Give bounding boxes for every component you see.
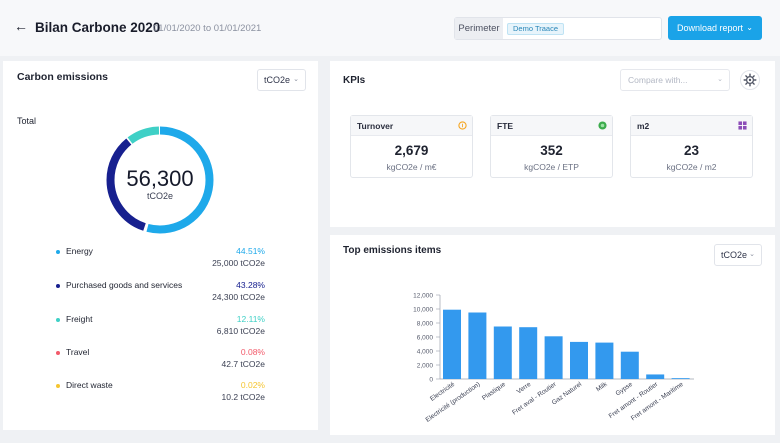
carbon-unit-value: tCO2e <box>264 75 291 85</box>
total-unit: tCO2e <box>146 191 173 201</box>
bar-6[interactable] <box>570 341 588 379</box>
gear-icon[interactable] <box>740 70 760 90</box>
kpi-unit: kgCO2e / ETP <box>524 162 579 172</box>
legend-name: Energy <box>66 246 93 256</box>
chevron-down-icon: ⌄ <box>749 251 755 258</box>
chevron-down-icon: ⌄ <box>293 76 299 83</box>
kpi-name: FTE <box>497 121 514 131</box>
y-tick-label: 6,000 <box>417 335 434 342</box>
bar-9[interactable] <box>646 374 665 379</box>
legend-dot <box>56 284 60 288</box>
legend-value: 25,000 tCO2e <box>212 258 265 268</box>
x-tick-label: Plastique <box>481 381 507 402</box>
bar-3[interactable] <box>493 326 512 380</box>
perimeter-label: Perimeter <box>455 18 503 39</box>
legend-dot <box>56 250 60 254</box>
kpi-header: Turnover <box>351 116 472 136</box>
grid-icon <box>738 121 747 130</box>
download-report-button[interactable]: Download report ⌄ <box>668 16 762 40</box>
legend-percent: 0.08% <box>240 347 265 357</box>
donut-segment-energy <box>106 126 214 234</box>
carbon-emissions-card <box>3 61 318 430</box>
donut-segment-purchased-goods <box>106 126 214 234</box>
legend-name: Direct waste <box>66 380 113 390</box>
legend-item-travel: Travel 0.08% 42.7 tCO2e <box>56 347 266 375</box>
top-emissions-bar-chart: 02,0004,0006,0008,00010,00012,000Electri… <box>413 293 694 424</box>
perimeter-selector[interactable]: Perimeter Demo Traace <box>454 17 662 40</box>
download-report-label: Download report <box>677 23 744 33</box>
bar-1[interactable] <box>443 309 461 379</box>
legend-value: 10.2 tCO2e <box>221 392 265 402</box>
y-tick-label: 12,000 <box>413 293 433 300</box>
y-tick-label: 4,000 <box>417 349 434 356</box>
legend-percent: 44.51% <box>236 246 265 256</box>
globe-icon <box>598 121 607 130</box>
legend-name: Freight <box>66 314 93 324</box>
legend-name: Travel <box>66 347 90 357</box>
kpi-value: 352 <box>540 143 563 158</box>
gear-icon-svg <box>743 73 757 87</box>
legend-item-freight: Freight 12.11% 6,810 tCO2e <box>56 314 266 342</box>
total-value: 56,300 <box>126 166 194 191</box>
bar-5[interactable] <box>544 336 563 379</box>
legend-dot <box>56 384 60 388</box>
chevron-down-icon: ⌄ <box>746 23 753 32</box>
carbon-unit-select[interactable]: tCO2e ⌄ <box>257 69 306 91</box>
kpi-value: 23 <box>683 143 700 158</box>
x-tick-label: Verre <box>516 381 533 396</box>
top-emissions-card <box>330 235 775 435</box>
kpi-m2: m2 23 kgCO2e / m2 <box>630 115 753 178</box>
kpi-header: FTE <box>491 116 612 136</box>
kpi-header: m2 <box>631 116 752 136</box>
kpi-fte: FTE 352 kgCO2e / ETP <box>490 115 613 178</box>
kpi-name: Turnover <box>357 121 394 131</box>
arrow-left-icon[interactable]: ← <box>14 18 28 34</box>
compare-with-placeholder: Compare with... <box>628 75 688 85</box>
bar-7[interactable] <box>595 342 614 379</box>
total-label: Total <box>17 116 37 126</box>
legend-percent: 0.02% <box>240 380 265 390</box>
y-tick-label: 0 <box>429 377 433 384</box>
bar-4[interactable] <box>519 327 538 379</box>
kpi-name: m2 <box>637 121 650 131</box>
perimeter-tag[interactable]: Demo Traace <box>507 23 565 35</box>
x-tick-label: Fret aval - Routier <box>511 380 558 416</box>
legend-percent: 12.11% <box>236 314 265 324</box>
date-range: 01/01/2020 to 01/01/2021 <box>153 23 262 34</box>
top-emissions-unit-value: tCO2e <box>721 250 748 260</box>
legend-item-direct-waste: Direct waste 0.02% 10.2 tCO2e <box>56 380 266 408</box>
coin-icon <box>458 121 467 130</box>
legend-dot <box>56 351 60 355</box>
y-tick-label: 2,000 <box>417 363 434 370</box>
kpis-title: KPIs <box>343 75 366 86</box>
y-tick-label: 8,000 <box>417 321 434 328</box>
y-tick-label: 10,000 <box>413 307 433 314</box>
page-title: Bilan Carbone 2020 <box>35 20 161 35</box>
bar-10[interactable] <box>671 378 690 379</box>
top-emissions-title: Top emissions items <box>343 245 442 256</box>
bar-8[interactable] <box>620 351 639 379</box>
legend-item-purchased-goods: Purchased goods and services 43.28% 24,3… <box>56 280 266 308</box>
top-bar: ← Bilan Carbone 2020 01/01/2020 to 01/01… <box>0 0 780 56</box>
legend-value: 42.7 tCO2e <box>221 359 265 369</box>
x-tick-label: Gypse <box>615 381 635 398</box>
kpi-unit: kgCO2e / m€ <box>386 162 437 172</box>
emissions-donut-chart <box>106 126 214 234</box>
kpi-turnover: Turnover 2,679 kgCO2e / m€ <box>350 115 473 178</box>
legend-item-energy: Energy 44.51% 25,000 tCO2e <box>56 246 266 274</box>
legend-value: 24,300 tCO2e <box>212 292 265 302</box>
legend-dot <box>56 318 60 322</box>
legend-percent: 43.28% <box>236 280 265 290</box>
kpi-value: 2,679 <box>394 143 429 158</box>
x-tick-label: Milk <box>595 380 609 393</box>
compare-with-select[interactable]: Compare with... ⌄ <box>620 69 730 91</box>
bar-2[interactable] <box>468 312 487 380</box>
kpi-unit: kgCO2e / m2 <box>666 162 717 172</box>
chevron-down-icon: ⌄ <box>717 76 723 83</box>
carbon-emissions-title: Carbon emissions <box>17 71 109 83</box>
top-emissions-unit-select[interactable]: tCO2e ⌄ <box>714 244 762 266</box>
legend-value: 6,810 tCO2e <box>216 326 265 336</box>
legend-name: Purchased goods and services <box>66 280 183 290</box>
